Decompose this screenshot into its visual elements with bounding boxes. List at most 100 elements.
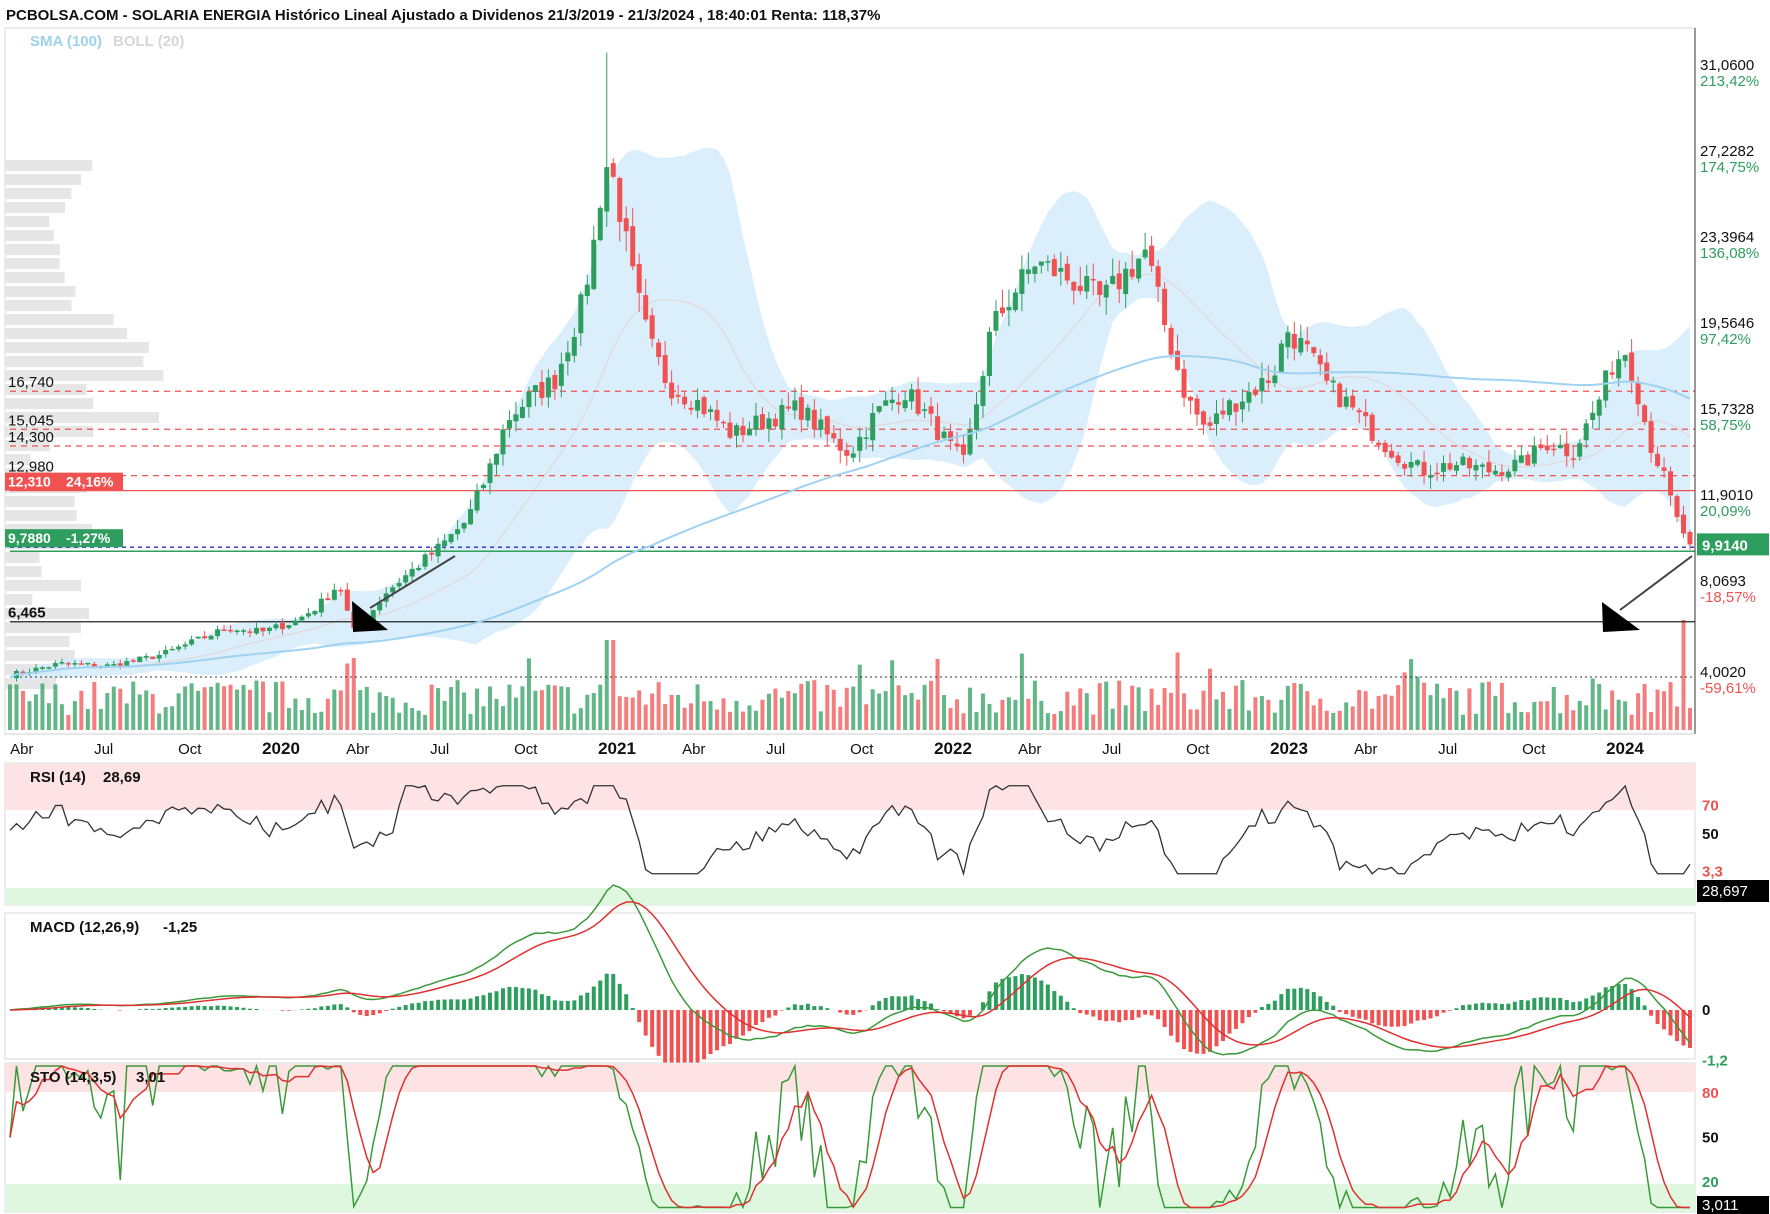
candle-body <box>701 397 707 415</box>
time-tick-label: Abr <box>1354 741 1377 758</box>
macd-histogram-bar <box>942 1010 947 1012</box>
macd-histogram-bar <box>215 1005 220 1010</box>
sto-series <box>9 1063 1691 1211</box>
candle-body <box>1038 261 1044 266</box>
candle-body <box>305 613 311 617</box>
volume-bar <box>766 693 771 730</box>
volume-bar <box>715 709 720 730</box>
volume-profile-bar <box>5 342 149 353</box>
volume-bar <box>202 687 207 730</box>
macd-histogram-bar <box>436 999 441 1010</box>
candle-body <box>513 414 519 422</box>
rsi-panel: 70 50 28,697 <box>4 762 1769 906</box>
candle-body <box>682 396 688 405</box>
candle-body <box>46 667 52 669</box>
time-tick-label: 2024 <box>1606 739 1644 758</box>
macd-tick-label: 0 <box>1702 1002 1710 1019</box>
volume-profile-bar <box>5 160 93 171</box>
candle-body <box>656 342 662 358</box>
volume-bar <box>1143 710 1148 730</box>
candle-body <box>202 636 208 639</box>
volume-bar <box>228 684 233 730</box>
volume-bar <box>948 708 953 730</box>
candle-body <box>1434 472 1440 475</box>
candle-body <box>1603 370 1609 401</box>
candle-body <box>253 627 259 634</box>
candle-body <box>461 522 467 529</box>
volume-profile-bar <box>5 244 60 255</box>
macd-histogram-bar <box>1058 995 1063 1010</box>
macd-histogram-bar <box>611 973 616 1010</box>
candle-body <box>1363 412 1369 417</box>
macd-histogram-bar <box>79 1007 84 1010</box>
macd-histogram-bar <box>1623 983 1628 1010</box>
candle-body <box>1278 343 1284 372</box>
candle-body <box>20 671 26 674</box>
volume-bar <box>1357 689 1362 730</box>
volume-bar <box>1208 668 1212 730</box>
candle-body <box>986 331 992 377</box>
candle-body <box>1097 281 1103 295</box>
candle-body <box>1220 410 1226 415</box>
volume-bar <box>903 695 908 730</box>
price-tick-label: 23,3964 <box>1700 229 1754 246</box>
volume-bar <box>968 687 972 730</box>
volume-bar <box>1668 682 1673 730</box>
macd-histogram-bar <box>980 1002 985 1010</box>
volume-bar <box>33 694 38 730</box>
candle-body <box>117 663 123 667</box>
volume-bar <box>702 701 707 730</box>
macd-histogram-bar <box>1512 1001 1517 1010</box>
volume-bar <box>1324 710 1329 730</box>
sto-value-badge <box>1697 1196 1769 1214</box>
macd-histogram-bar <box>1668 1010 1673 1036</box>
volume-bar <box>1441 698 1446 730</box>
volume-bar <box>1130 685 1135 730</box>
macd-histogram-bar <box>1240 1010 1245 1024</box>
candle-body <box>1058 267 1064 272</box>
candle-body <box>435 543 441 557</box>
volume-bar <box>209 686 214 730</box>
macd-histogram-bar <box>857 1010 862 1013</box>
macd-histogram-bar <box>747 1010 752 1032</box>
candle-body <box>370 610 376 622</box>
volume-bar <box>909 692 914 730</box>
macd-histogram-bar <box>1195 1010 1200 1054</box>
volume-profile-bar <box>5 216 50 227</box>
macd-histogram-bar <box>1149 1010 1154 1016</box>
macd-histogram-bar <box>1285 988 1290 1010</box>
volume-bar <box>1389 695 1394 730</box>
macd-histogram-bar <box>1610 985 1615 1010</box>
candle-body <box>416 568 422 571</box>
volume-bar <box>170 706 175 730</box>
candle-body <box>928 406 934 414</box>
macd-histogram-bar <box>118 1010 123 1011</box>
volume-bar <box>85 708 90 730</box>
volume-bar <box>371 712 376 730</box>
candle-body <box>708 409 714 412</box>
candle-body <box>999 307 1005 314</box>
macd-histogram-bar <box>1636 996 1641 1010</box>
macd-histogram-bar <box>1318 996 1323 1010</box>
candle-body <box>1201 411 1207 425</box>
volume-bar <box>189 683 194 730</box>
volume-bar <box>1519 711 1524 730</box>
candle-body <box>617 178 623 222</box>
bollinger-bands <box>9 147 1691 681</box>
candle-body <box>1402 464 1408 469</box>
level-badge <box>5 529 123 548</box>
candle-body <box>481 484 487 489</box>
macd-histogram-bar <box>1227 1010 1232 1034</box>
macd-histogram-bar <box>1467 1004 1472 1010</box>
last-price-label: 9,9140 <box>1702 537 1748 554</box>
candle-body <box>1629 352 1635 381</box>
macd-histogram-bar <box>526 988 531 1010</box>
volume-bar <box>805 681 810 730</box>
volume-bar <box>1428 695 1433 730</box>
macd-histogram-bar <box>1571 1002 1576 1010</box>
candle-body <box>922 409 928 411</box>
candle-body <box>1382 442 1388 453</box>
candle-body <box>1291 333 1297 349</box>
volume-bar <box>1512 702 1517 730</box>
